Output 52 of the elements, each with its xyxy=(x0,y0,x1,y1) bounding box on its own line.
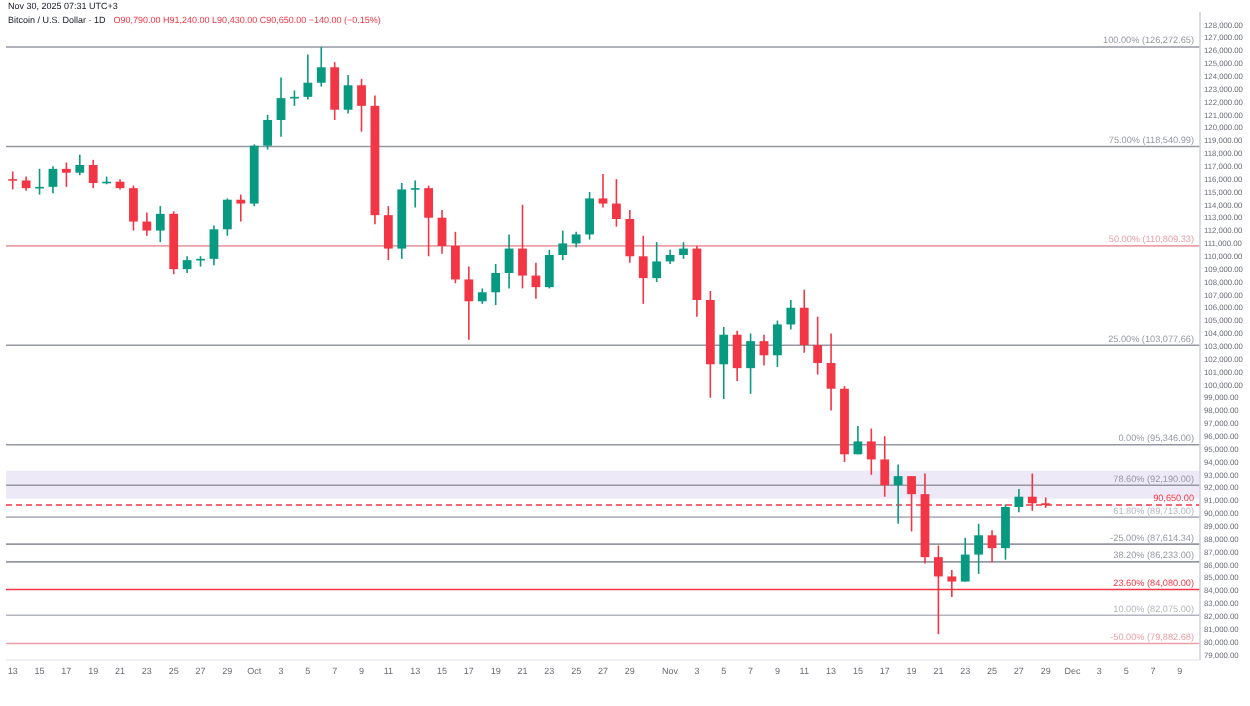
candlestick xyxy=(732,330,742,382)
candlestick xyxy=(759,333,769,367)
candlestick xyxy=(437,209,447,255)
candlestick xyxy=(866,427,876,476)
candlestick xyxy=(491,263,501,306)
candlestick xyxy=(8,170,18,191)
candlestick xyxy=(383,205,393,261)
candlestick xyxy=(209,224,219,267)
candlestick xyxy=(155,205,165,243)
candlestick xyxy=(719,326,729,400)
candlestick xyxy=(263,114,273,151)
candlestick xyxy=(746,332,755,395)
candlestick xyxy=(598,173,608,209)
candlestick xyxy=(343,74,353,115)
candlestick xyxy=(813,315,823,376)
candlestick xyxy=(276,76,286,138)
candlestick xyxy=(893,463,903,525)
candlestick xyxy=(236,193,246,223)
candlestick xyxy=(638,234,648,305)
candlestick xyxy=(330,61,340,121)
candlestick xyxy=(451,231,460,285)
candlestick xyxy=(987,529,997,564)
candlestick xyxy=(960,537,970,583)
candlestick xyxy=(1014,488,1024,513)
candlestick xyxy=(61,161,71,188)
candlestick xyxy=(786,299,796,331)
candlestick xyxy=(544,249,554,290)
candlestick xyxy=(464,265,474,341)
candlestick xyxy=(75,153,85,177)
candlestick xyxy=(48,165,58,195)
candlestick xyxy=(625,209,635,264)
candlestick xyxy=(316,46,326,88)
candlestick xyxy=(826,332,836,412)
candlestick xyxy=(558,229,568,261)
candlestick xyxy=(303,53,313,101)
candlestick xyxy=(357,78,366,133)
candlestick xyxy=(799,288,809,354)
candlestick xyxy=(518,204,527,290)
candlestick xyxy=(652,241,662,283)
candlestick xyxy=(222,197,232,237)
candlestick xyxy=(1001,503,1010,561)
candlestick xyxy=(88,159,98,189)
candlestick xyxy=(142,211,152,237)
candlestick xyxy=(410,179,420,209)
candlestick xyxy=(424,184,433,258)
candlestick xyxy=(129,184,138,232)
candlestick xyxy=(612,178,621,228)
candlestick xyxy=(853,425,863,456)
candlestick xyxy=(585,191,594,241)
candlestick xyxy=(773,319,782,368)
candlestick xyxy=(974,522,984,575)
candlestick xyxy=(880,435,890,498)
